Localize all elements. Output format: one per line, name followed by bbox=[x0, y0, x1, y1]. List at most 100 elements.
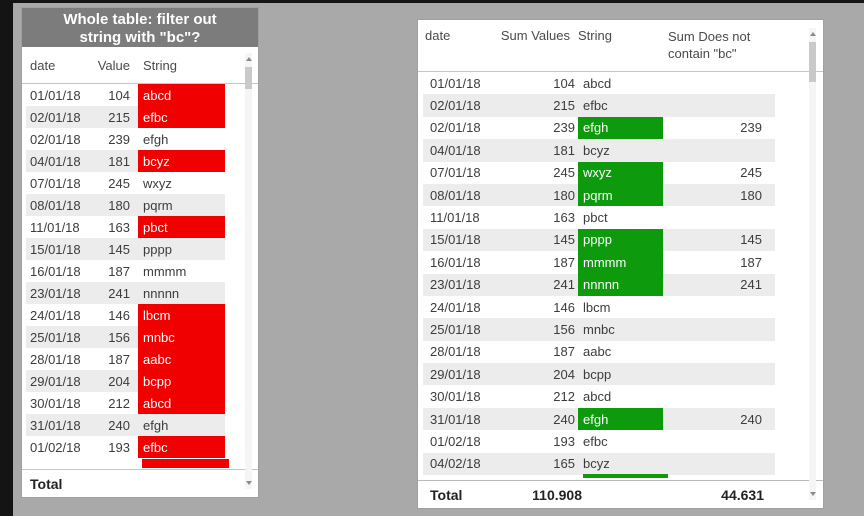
cell-string: bcyz bbox=[583, 142, 610, 158]
scroll-up-icon[interactable] bbox=[245, 57, 252, 61]
cell-string: pbct bbox=[138, 216, 225, 238]
cell-date: 07/01/18 bbox=[430, 165, 481, 181]
scroll-down-icon[interactable] bbox=[245, 481, 252, 485]
cell-value: 104 bbox=[108, 87, 130, 103]
right-table-row[interactable]: 30/01/18 212 abcd bbox=[423, 385, 775, 407]
left-table-row[interactable]: 28/01/18 187 aabc bbox=[26, 348, 225, 370]
cell-value: 156 bbox=[108, 329, 130, 345]
cell-string: mnbc bbox=[583, 321, 615, 337]
left-table-row[interactable]: 07/01/18 245 wxyz bbox=[26, 172, 225, 194]
right-table-row[interactable]: 11/01/18 163 pbct bbox=[423, 206, 775, 228]
right-table-body: 01/01/18 104 abcd 02/01/18 215 efbc 02/01/18 23… bbox=[418, 72, 823, 476]
cell-value: 180 bbox=[108, 197, 130, 213]
cell-string: wxyz bbox=[143, 175, 172, 191]
right-table-row[interactable]: 04/02/18 165 bcyz bbox=[423, 452, 775, 476]
cell-string: efbc bbox=[138, 106, 225, 128]
right-table-total-row: Total 110.908 44.631 bbox=[418, 480, 823, 508]
left-table-scrollbar[interactable] bbox=[245, 53, 252, 489]
column-header-date[interactable]: date bbox=[30, 57, 56, 73]
right-table-row[interactable]: 23/01/18 241 nnnnn 241 bbox=[423, 273, 775, 296]
right-table-row[interactable]: 31/01/18 240 efgh 240 bbox=[423, 407, 775, 431]
cell-value: 240 bbox=[108, 417, 130, 433]
left-table-row[interactable]: 02/01/18 239 efgh bbox=[26, 128, 225, 150]
column-header-string[interactable]: String bbox=[143, 57, 177, 73]
cell-sum_values: 187 bbox=[553, 344, 575, 360]
right-table-row[interactable]: 08/01/18 180 pqrm 180 bbox=[423, 183, 775, 207]
right-table-scrollbar[interactable] bbox=[809, 28, 816, 500]
cell-value: 187 bbox=[108, 263, 130, 279]
left-table-row[interactable]: 15/01/18 145 pppp bbox=[26, 238, 225, 260]
left-table-row[interactable]: 01/01/18 104 abcd bbox=[26, 84, 225, 106]
cell-date: 11/01/18 bbox=[430, 210, 480, 226]
right-table-row[interactable]: 28/01/18 187 aabc bbox=[423, 341, 775, 363]
left-table-body: 01/01/18 104 abcd 02/01/18 215 efbc 02/01/18 23… bbox=[22, 84, 258, 458]
right-table-row[interactable]: 04/01/18 181 bcyz bbox=[423, 139, 775, 162]
left-table-row[interactable]: 25/01/18 156 mnbc bbox=[26, 326, 225, 348]
cell-date: 30/01/18 bbox=[30, 395, 81, 411]
cell-string: abcd bbox=[583, 389, 612, 405]
cell-date: 25/01/18 bbox=[30, 329, 81, 345]
cell-date: 31/01/18 bbox=[30, 417, 81, 433]
cell-sum_values: 193 bbox=[553, 433, 575, 449]
cell-date: 31/01/18 bbox=[430, 411, 481, 427]
left-table-row[interactable]: 11/01/18 163 pbct bbox=[26, 216, 225, 238]
left-table-row[interactable]: 29/01/18 204 bcpp bbox=[26, 370, 225, 392]
column-header-date[interactable]: date bbox=[425, 28, 451, 43]
left-table-row[interactable]: 04/01/18 181 bcyz bbox=[26, 150, 225, 172]
cell-date: 24/01/18 bbox=[430, 299, 481, 315]
scroll-down-icon[interactable] bbox=[809, 492, 816, 496]
cell-date: 04/01/18 bbox=[30, 153, 81, 169]
cell-date: 02/01/18 bbox=[430, 120, 481, 136]
cell-sum_values: 180 bbox=[553, 187, 575, 203]
left-table-row[interactable]: 30/01/18 212 abcd bbox=[26, 392, 225, 414]
cell-value: 145 bbox=[108, 241, 130, 257]
right-table-row[interactable]: 16/01/18 187 mmmm 187 bbox=[423, 251, 775, 274]
scrollbar-thumb[interactable] bbox=[809, 42, 816, 82]
cell-value: 215 bbox=[108, 109, 130, 125]
cell-date: 24/01/18 bbox=[30, 307, 81, 323]
left-table-row[interactable]: 16/01/18 187 mmmm bbox=[26, 260, 225, 282]
cell-date: 28/01/18 bbox=[430, 344, 481, 360]
cell-sum_values: 239 bbox=[553, 120, 575, 136]
left-table-total-row: Total bbox=[22, 469, 258, 497]
left-table-row[interactable]: 01/02/18 193 efbc bbox=[26, 436, 225, 458]
cell-date: 01/02/18 bbox=[430, 433, 481, 449]
left-table-row[interactable]: 23/01/18 241 nnnnn bbox=[26, 282, 225, 304]
right-table-row[interactable]: 01/01/18 104 abcd bbox=[423, 72, 775, 94]
right-table-row[interactable]: 15/01/18 145 pppp 145 bbox=[423, 228, 775, 252]
cell-value: 204 bbox=[108, 373, 130, 389]
cell-string: efbc bbox=[138, 436, 225, 458]
right-table-header: date Sum Values String Sum Does not cont… bbox=[418, 20, 823, 72]
right-table-row[interactable]: 01/02/18 193 efbc bbox=[423, 430, 775, 452]
right-table-row[interactable]: 07/01/18 245 wxyz 245 bbox=[423, 161, 775, 184]
cell-value: 181 bbox=[108, 153, 130, 169]
right-table-row[interactable]: 29/01/18 204 bcpp bbox=[423, 363, 775, 386]
left-table-row[interactable]: 31/01/18 240 efgh bbox=[26, 414, 225, 436]
left-table-row[interactable]: 24/01/18 146 lbcm bbox=[26, 304, 225, 326]
cell-sum_not_bc: 187 bbox=[740, 254, 762, 270]
right-table-row[interactable]: 25/01/18 156 mnbc bbox=[423, 318, 775, 341]
left-table-header: date Value String bbox=[22, 47, 258, 84]
cell-string: pqrm bbox=[578, 183, 663, 207]
left-table-row[interactable]: 02/01/18 215 efbc bbox=[26, 106, 225, 128]
right-table-row[interactable]: 02/01/18 239 efgh 239 bbox=[423, 116, 775, 140]
left-table-row[interactable]: 08/01/18 180 pqrm bbox=[26, 194, 225, 216]
cell-string: abcd bbox=[583, 75, 612, 91]
cell-sum_values: 241 bbox=[553, 277, 575, 293]
right-table-row[interactable]: 24/01/18 146 lbcm bbox=[423, 296, 775, 318]
scrollbar-thumb[interactable] bbox=[245, 67, 252, 89]
scroll-up-icon[interactable] bbox=[809, 32, 816, 36]
cell-date: 23/01/18 bbox=[430, 277, 481, 293]
cell-string: efgh bbox=[578, 116, 663, 140]
column-header-string[interactable]: String bbox=[578, 28, 612, 43]
cell-sum_values: 145 bbox=[553, 232, 575, 248]
right-table-row[interactable]: 02/01/18 215 efbc bbox=[423, 94, 775, 117]
column-header-sum-values[interactable]: Sum Values bbox=[500, 28, 570, 43]
cell-string: mmmm bbox=[578, 251, 663, 274]
cell-date: 01/01/18 bbox=[430, 75, 481, 91]
cell-string: efgh bbox=[578, 407, 663, 431]
column-header-value[interactable]: Value bbox=[97, 57, 130, 73]
total-label: Total bbox=[30, 475, 63, 492]
column-header-sum-not-bc[interactable]: Sum Does not contain "bc" bbox=[668, 29, 751, 61]
cell-sum_not_bc: 239 bbox=[740, 120, 762, 136]
